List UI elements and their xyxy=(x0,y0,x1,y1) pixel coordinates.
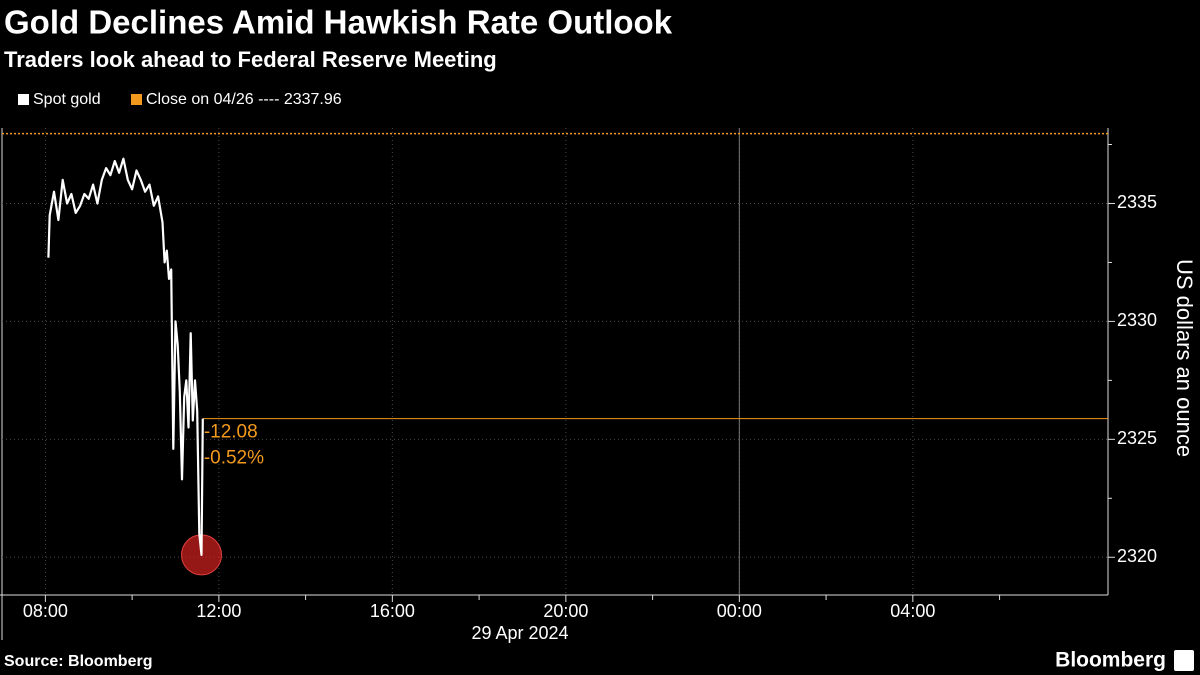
legend-swatch xyxy=(18,94,29,105)
brand-icon xyxy=(1174,650,1194,671)
legend-label: Close on 04/26 ---- 2337.96 xyxy=(146,91,342,108)
legend-swatch xyxy=(131,94,142,105)
x-tick-label: 04:00 xyxy=(890,601,935,621)
x-axis-label: 29 Apr 2024 xyxy=(471,623,568,643)
chart-title: Gold Declines Amid Hawkish Rate Outlook xyxy=(4,4,673,41)
y-tick-label: 2335 xyxy=(1117,192,1157,212)
x-tick-label: 08:00 xyxy=(23,601,68,621)
y-tick-label: 2325 xyxy=(1117,428,1157,448)
series-line xyxy=(47,157,204,556)
brand: Bloomberg xyxy=(1055,649,1166,672)
y-tick-label: 2320 xyxy=(1117,546,1157,566)
y-axis-label: US dollars an ounce xyxy=(1172,259,1197,457)
x-tick-label: 00:00 xyxy=(717,601,762,621)
change-label: -0.52% xyxy=(204,448,264,469)
y-tick-label: 2330 xyxy=(1117,310,1157,330)
change-label: -12.08 xyxy=(204,422,258,443)
x-tick-label: 16:00 xyxy=(370,601,415,621)
chart-subtitle: Traders look ahead to Federal Reserve Me… xyxy=(4,47,497,72)
source: Source: Bloomberg xyxy=(4,653,152,670)
legend-label: Spot gold xyxy=(33,91,101,108)
x-tick-label: 20:00 xyxy=(543,601,588,621)
x-tick-label: 12:00 xyxy=(196,601,241,621)
